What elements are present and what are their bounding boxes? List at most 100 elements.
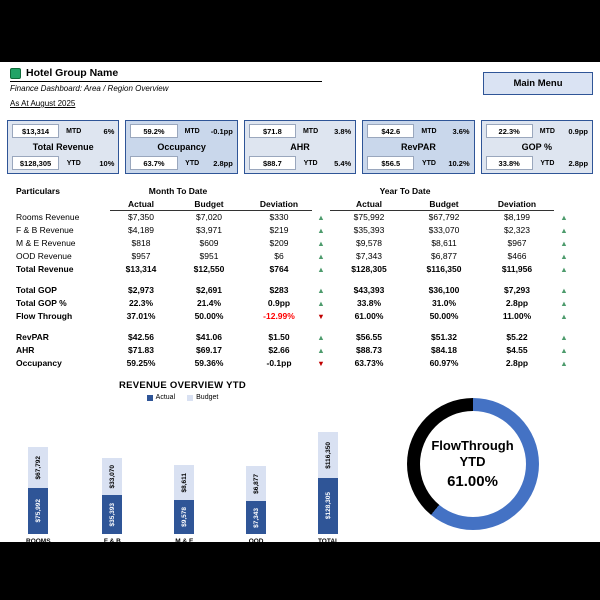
ytd-deviation-value: 2.8pp <box>505 298 529 308</box>
row-label: Rooms Revenue <box>16 212 80 222</box>
mtd-deviation-value: -0.1pp <box>266 358 292 368</box>
kpi-card: $13,314 MTD 6% Total Revenue $128,305 YT… <box>7 120 120 174</box>
bottom-row: REVENUE OVERVIEW YTD Actual Budget $67,79… <box>0 380 600 548</box>
mtd-deviation-arrow-icon: ▲ <box>317 333 325 342</box>
legend-item: Budget <box>187 394 218 401</box>
kpi-mtd-label: MTD <box>66 127 82 135</box>
kpi-ytd-label: YTD <box>303 159 318 167</box>
actual-bar: $128,305 <box>318 478 339 534</box>
actual-bar-label: $35,393 <box>108 502 116 527</box>
col-group-mtd: Month To Date <box>148 186 208 196</box>
mtd-deviation-value: -12.99% <box>263 311 295 321</box>
kpi-ytd-value: 63.7% <box>130 156 178 170</box>
ytd-budget-value: $36,100 <box>428 285 460 295</box>
col-header-ytd-actual: Actual <box>330 198 408 211</box>
category-label: OOD <box>249 538 264 548</box>
actual-bar: $7,343 <box>246 501 267 534</box>
ytd-actual-value: $35,393 <box>353 225 385 235</box>
ytd-deviation-arrow-icon: ▲ <box>560 286 568 295</box>
ytd-deviation-value: 11.00% <box>502 311 532 321</box>
mtd-budget-value: $69.17 <box>196 345 222 355</box>
kpi-ytd-deviation: 2.8pp <box>213 158 233 168</box>
row-label: F & B Revenue <box>16 225 74 235</box>
mtd-deviation-value: $219 <box>269 225 289 235</box>
budget-bar-label: $67,792 <box>34 455 42 480</box>
actual-bar-label: $75,992 <box>34 499 42 523</box>
ytd-actual-value: 33.8% <box>356 298 382 308</box>
col-header-ytd-budget: Budget <box>408 198 480 211</box>
ytd-deviation-arrow-icon: ▲ <box>560 252 568 261</box>
bar-group: $6,877 $7,343 OOD <box>246 466 267 548</box>
mtd-actual-value: $13,314 <box>125 264 157 274</box>
kpi-title: GOP % <box>521 142 552 152</box>
mtd-deviation-arrow-icon: ▼ <box>317 359 325 368</box>
mtd-actual-value: $957 <box>131 251 151 261</box>
mtd-deviation-value: $330 <box>269 212 289 222</box>
spacer-row <box>14 276 588 284</box>
kpi-card: 22.3% MTD 0.9pp GOP % 33.8% YTD 2.8pp <box>480 120 594 174</box>
legend-label: Budget <box>196 394 219 401</box>
mtd-budget-value: $3,971 <box>196 225 222 235</box>
mtd-actual-value: $42.56 <box>128 332 154 342</box>
kpi-ytd-line: 33.8% YTD 2.8pp <box>485 156 588 170</box>
kpi-title: Occupancy <box>157 142 206 152</box>
table-row: Total GOP % 22.3% 21.4% 0.9pp ▲ 33.8% 31… <box>14 297 588 310</box>
ytd-budget-value: 60.97% <box>429 358 459 368</box>
kpi-card: $42.6 MTD 3.6% RevPAR $56.5 YTD 10.2% <box>362 120 475 174</box>
actual-bar-label: $9,578 <box>180 507 188 527</box>
ytd-deviation-arrow-icon: ▲ <box>560 299 568 308</box>
budget-bar-label: $116,350 <box>324 441 332 469</box>
table-row: Rooms Revenue $7,350 $7,020 $330 ▲ $75,9… <box>14 211 588 224</box>
mtd-actual-value: $2,973 <box>128 285 154 295</box>
mtd-deviation-value: $2.66 <box>268 345 290 355</box>
kpi-ytd-line: $56.5 YTD 10.2% <box>367 156 470 170</box>
mtd-actual-value: $71.83 <box>128 345 154 355</box>
row-label: AHR <box>16 345 35 355</box>
kpi-ytd-label: YTD <box>421 159 436 167</box>
donut-subtitle: YTD <box>459 454 486 469</box>
main-menu-button[interactable]: Main Menu <box>483 72 593 95</box>
bottom-letterbox <box>0 542 600 600</box>
ytd-actual-value: $43,393 <box>353 285 385 295</box>
kpi-ytd-value: $88.7 <box>248 156 296 170</box>
kpi-mtd-label: MTD <box>184 127 200 135</box>
budget-bar: $116,350 <box>318 432 339 478</box>
as-at-date: As At August 2025 <box>10 99 76 108</box>
kpi-ytd-value: $56.5 <box>367 156 415 170</box>
ytd-budget-value: $84.18 <box>431 345 457 355</box>
kpi-mtd-line: $13,314 MTD 6% <box>12 124 114 138</box>
kpi-mtd-deviation: 6% <box>103 126 115 136</box>
row-label: Total GOP <box>16 285 57 295</box>
kpi-ytd-value: $128,305 <box>12 156 60 170</box>
category-label: ROOMS <box>26 538 51 548</box>
mtd-deviation-value: $283 <box>269 285 289 295</box>
kpi-mtd-deviation: 3.8% <box>334 126 352 136</box>
row-label: Total GOP % <box>16 298 67 308</box>
ytd-deviation-arrow-icon: ▲ <box>560 346 568 355</box>
budget-bar: $33,070 <box>102 458 123 495</box>
actual-bar: $35,393 <box>102 495 123 534</box>
budget-bar: $67,792 <box>28 447 49 488</box>
flowthrough-donut-ring: FlowThrough YTD 61.00% <box>406 398 539 530</box>
kpi-title: Total Revenue <box>32 142 94 152</box>
kpi-mtd-label: MTD <box>539 127 555 135</box>
mtd-budget-value: 50.00% <box>194 311 224 321</box>
ytd-budget-value: $8,611 <box>431 238 457 248</box>
row-label: Flow Through <box>16 311 73 321</box>
kpi-mtd-line: 22.3% MTD 0.9pp <box>485 124 588 138</box>
dashboard-subtitle: Finance Dashboard: Area / Region Overvie… <box>10 84 169 93</box>
flowthrough-donut-center: FlowThrough YTD 61.00% <box>419 411 526 517</box>
mtd-actual-value: $818 <box>131 238 151 248</box>
kpi-row: $13,314 MTD 6% Total Revenue $128,305 YT… <box>0 120 600 174</box>
kpi-ytd-deviation: 5.4% <box>334 158 352 168</box>
legend-item: Actual <box>146 394 175 401</box>
mtd-deviation-arrow-icon: ▲ <box>317 226 325 235</box>
table-row: M & E Revenue $818 $609 $209 ▲ $9,578 $8… <box>14 237 588 250</box>
mtd-deviation-arrow-icon: ▲ <box>317 252 325 261</box>
kpi-mtd-line: $42.6 MTD 3.6% <box>367 124 470 138</box>
actual-bar: $75,992 <box>28 488 49 534</box>
chart-title: REVENUE OVERVIEW YTD <box>118 380 247 391</box>
mtd-budget-value: 59.36% <box>194 358 224 368</box>
col-group-ytd: Year To Date <box>379 186 431 196</box>
